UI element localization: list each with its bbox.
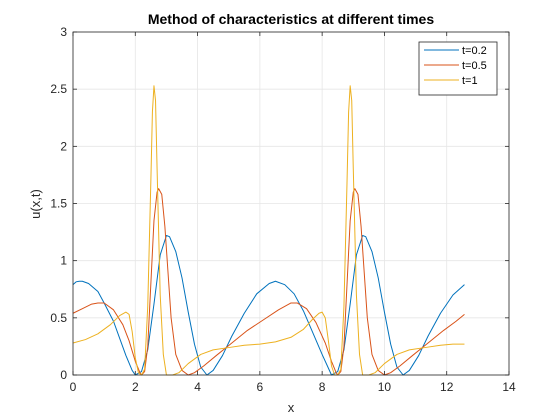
x-tick-label: 4 xyxy=(194,380,201,394)
y-tick-label: 1 xyxy=(60,254,67,268)
series-line-3 xyxy=(72,85,465,376)
legend-box xyxy=(418,41,498,96)
x-axis-label: x xyxy=(288,400,295,415)
legend: t=0.2 t=0.5 t=1 xyxy=(418,41,498,96)
axis-ticks: 0 2 4 6 8 10 12 14 0 0.5 1 1.5 2 2.5 3 xyxy=(50,25,516,394)
x-tick-label: 14 xyxy=(502,380,516,394)
y-tick-label: 3 xyxy=(60,25,67,39)
x-tick-label: 8 xyxy=(319,380,326,394)
y-tick-label: 2.5 xyxy=(50,82,67,96)
chart-title: Method of characteristics at different t… xyxy=(148,11,435,27)
series-line-1 xyxy=(72,235,465,376)
legend-label: t=1 xyxy=(462,75,478,87)
x-tick-label: 12 xyxy=(440,380,454,394)
y-axis-label: u(x,t) xyxy=(28,189,43,219)
y-tick-label: 0.5 xyxy=(50,311,67,325)
y-tick-label: 0 xyxy=(60,368,67,382)
legend-label: t=0.2 xyxy=(462,45,487,57)
y-tick-label: 1.5 xyxy=(50,197,67,211)
legend-label: t=0.5 xyxy=(462,60,487,72)
x-tick-label: 6 xyxy=(257,380,264,394)
x-tick-label: 2 xyxy=(132,380,139,394)
x-tick-label: 10 xyxy=(378,380,392,394)
series-lines xyxy=(72,85,465,376)
y-tick-label: 2 xyxy=(60,139,67,153)
x-tick-label: 0 xyxy=(70,380,77,394)
